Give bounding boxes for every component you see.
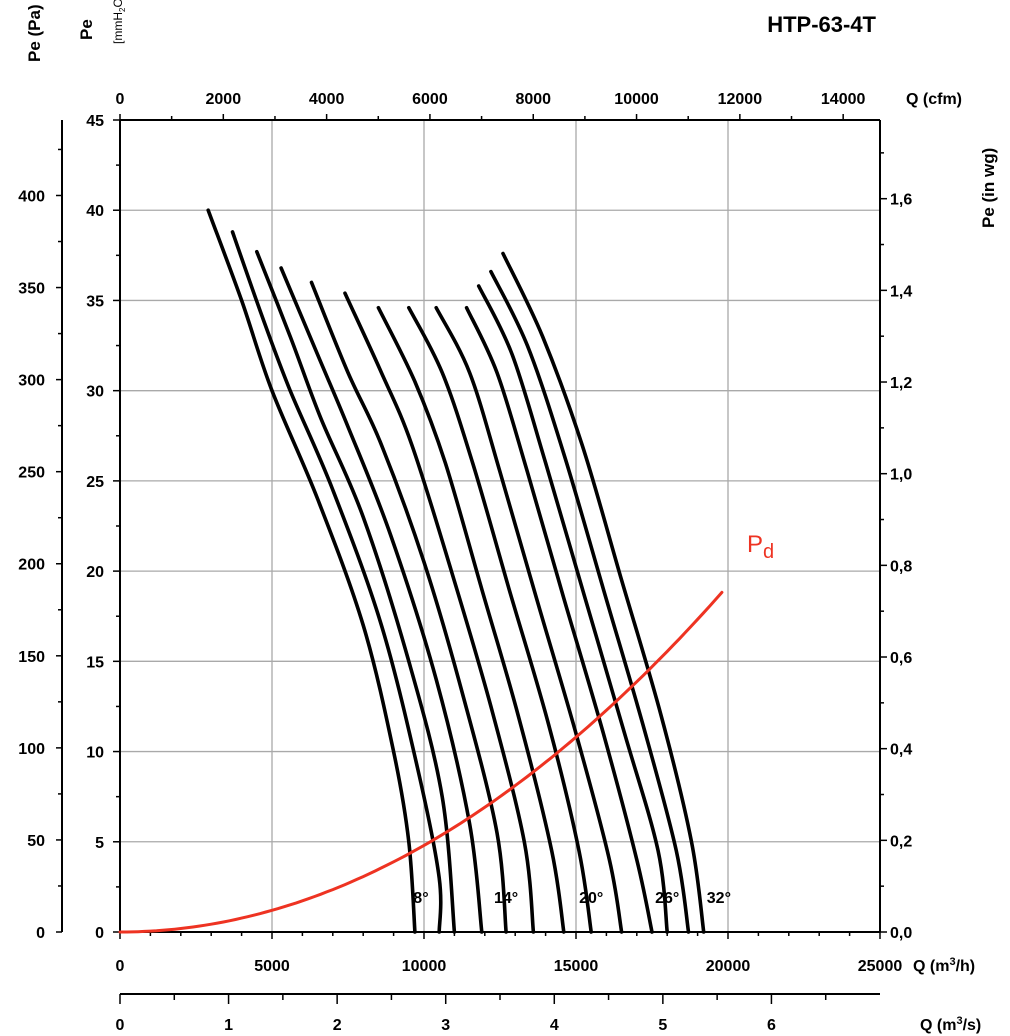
inner-y-tick-label: 25 bbox=[86, 474, 104, 491]
pd-curve-label: Pd bbox=[747, 531, 774, 563]
m3s-tick-label: 1 bbox=[224, 1017, 233, 1034]
inner-y-tick-label: 0 bbox=[95, 925, 104, 942]
cfm-tick-label: 2000 bbox=[206, 91, 242, 108]
m3s-tick-label: 5 bbox=[658, 1017, 667, 1034]
right-y-tick-label: 0,8 bbox=[890, 558, 912, 575]
pressure-curves bbox=[206, 208, 706, 934]
m3s-tick-label: 4 bbox=[550, 1017, 559, 1034]
top-axis-title-cfm: Q (cfm) bbox=[906, 91, 962, 108]
outer-y-tick-label: 150 bbox=[18, 649, 45, 666]
outer-y-tick-label: 100 bbox=[18, 741, 45, 758]
right-y-tick-label: 0,4 bbox=[890, 742, 912, 759]
inner-y-tick-label: 35 bbox=[86, 293, 104, 310]
grid bbox=[120, 120, 880, 932]
curve-a30 bbox=[489, 269, 691, 934]
pd-curve-line bbox=[118, 590, 724, 934]
x-tick-label: 20000 bbox=[706, 958, 751, 975]
cfm-tick-label: 14000 bbox=[821, 91, 866, 108]
y-axis-title-pa: Pe (Pa) bbox=[25, 4, 44, 62]
right-y-tick-label: 1,0 bbox=[890, 467, 912, 484]
outer-y-tick-label: 50 bbox=[27, 833, 45, 850]
curve-a22 bbox=[407, 305, 593, 934]
right-y-tick-label: 1,6 bbox=[890, 192, 912, 209]
x-tick-label: 0 bbox=[116, 958, 125, 975]
curve-label-14deg: 14° bbox=[494, 890, 518, 907]
curve-a26 bbox=[464, 305, 654, 934]
curve-a18 bbox=[343, 291, 536, 934]
curve-a24 bbox=[434, 305, 624, 934]
right-y-tick-label: 1,2 bbox=[890, 375, 912, 392]
curve-label-32deg: 32° bbox=[707, 890, 731, 907]
curve-label-20deg: 20° bbox=[579, 890, 603, 907]
inner-y-tick-label: 20 bbox=[86, 564, 104, 581]
curve-a14 bbox=[279, 266, 484, 934]
cfm-tick-label: 8000 bbox=[515, 91, 551, 108]
curve-a28 bbox=[476, 284, 669, 934]
outer-y-tick-label: 0 bbox=[36, 925, 45, 942]
cfm-tick-label: 12000 bbox=[718, 91, 763, 108]
x-tick-label: 25000 bbox=[858, 958, 903, 975]
inner-y-tick-label: 40 bbox=[86, 203, 104, 220]
x-axis-title-m3h: Q (m3/h) bbox=[913, 956, 975, 975]
cfm-tick-label: 10000 bbox=[614, 91, 659, 108]
x-tick-label: 10000 bbox=[402, 958, 447, 975]
right-y-tick-label: 1,4 bbox=[890, 283, 912, 300]
chart-title: HTP-63-4T bbox=[767, 12, 876, 37]
right-y-tick-label: 0,0 bbox=[890, 925, 912, 942]
curve-a32 bbox=[501, 251, 706, 934]
curve-a16 bbox=[309, 280, 508, 934]
m3s-tick-label: 6 bbox=[767, 1017, 776, 1034]
curve-label-26deg: 26° bbox=[655, 890, 679, 907]
curve-label-8deg: 8° bbox=[413, 890, 428, 907]
inner-y-tick-label: 45 bbox=[86, 113, 104, 130]
inner-y-tick-label: 30 bbox=[86, 384, 104, 401]
m3s-tick-label: 3 bbox=[441, 1017, 450, 1034]
inner-y-tick-label: 5 bbox=[95, 835, 104, 852]
outer-y-tick-label: 400 bbox=[18, 188, 45, 205]
curve-a10 bbox=[230, 230, 443, 934]
x-tick-label: 5000 bbox=[254, 958, 290, 975]
right-y-tick-label: 0,6 bbox=[890, 650, 912, 667]
y-axis-unit-mmh2o: [mmH2O] bbox=[111, 0, 127, 44]
x-tick-label: 15000 bbox=[554, 958, 599, 975]
curve-a20 bbox=[376, 305, 566, 934]
curve-a12 bbox=[255, 249, 457, 934]
x-axis-title-m3s: Q (m3/s) bbox=[920, 1015, 981, 1034]
outer-y-tick-label: 300 bbox=[18, 373, 45, 390]
outer-y-tick-label: 350 bbox=[18, 281, 45, 298]
labels: HTP-63-4T 8° 14° 20° 26° 32° bbox=[413, 12, 876, 907]
y-axis-title-pe: Pe bbox=[77, 19, 96, 40]
cfm-tick-label: 4000 bbox=[309, 91, 345, 108]
inner-y-tick-label: 15 bbox=[86, 654, 104, 671]
m3s-tick-label: 0 bbox=[116, 1017, 125, 1034]
dynamic-pressure-curve: Pd bbox=[118, 531, 774, 934]
axes: 0 5000 10000 15000 20000 25000 Q (m3/h)0 1 2 3 4 5 6… bbox=[18, 0, 998, 1034]
y-axis-title-inwg: Pe (in wg) bbox=[979, 148, 998, 228]
cfm-tick-label: 6000 bbox=[412, 91, 448, 108]
right-y-tick-label: 0,2 bbox=[890, 833, 912, 850]
inner-y-tick-label: 10 bbox=[86, 745, 104, 762]
m3s-tick-label: 2 bbox=[333, 1017, 342, 1034]
cfm-tick-label: 0 bbox=[116, 91, 125, 108]
outer-y-tick-label: 200 bbox=[18, 557, 45, 574]
curve-a8 bbox=[206, 208, 417, 934]
outer-y-tick-label: 250 bbox=[18, 465, 45, 482]
